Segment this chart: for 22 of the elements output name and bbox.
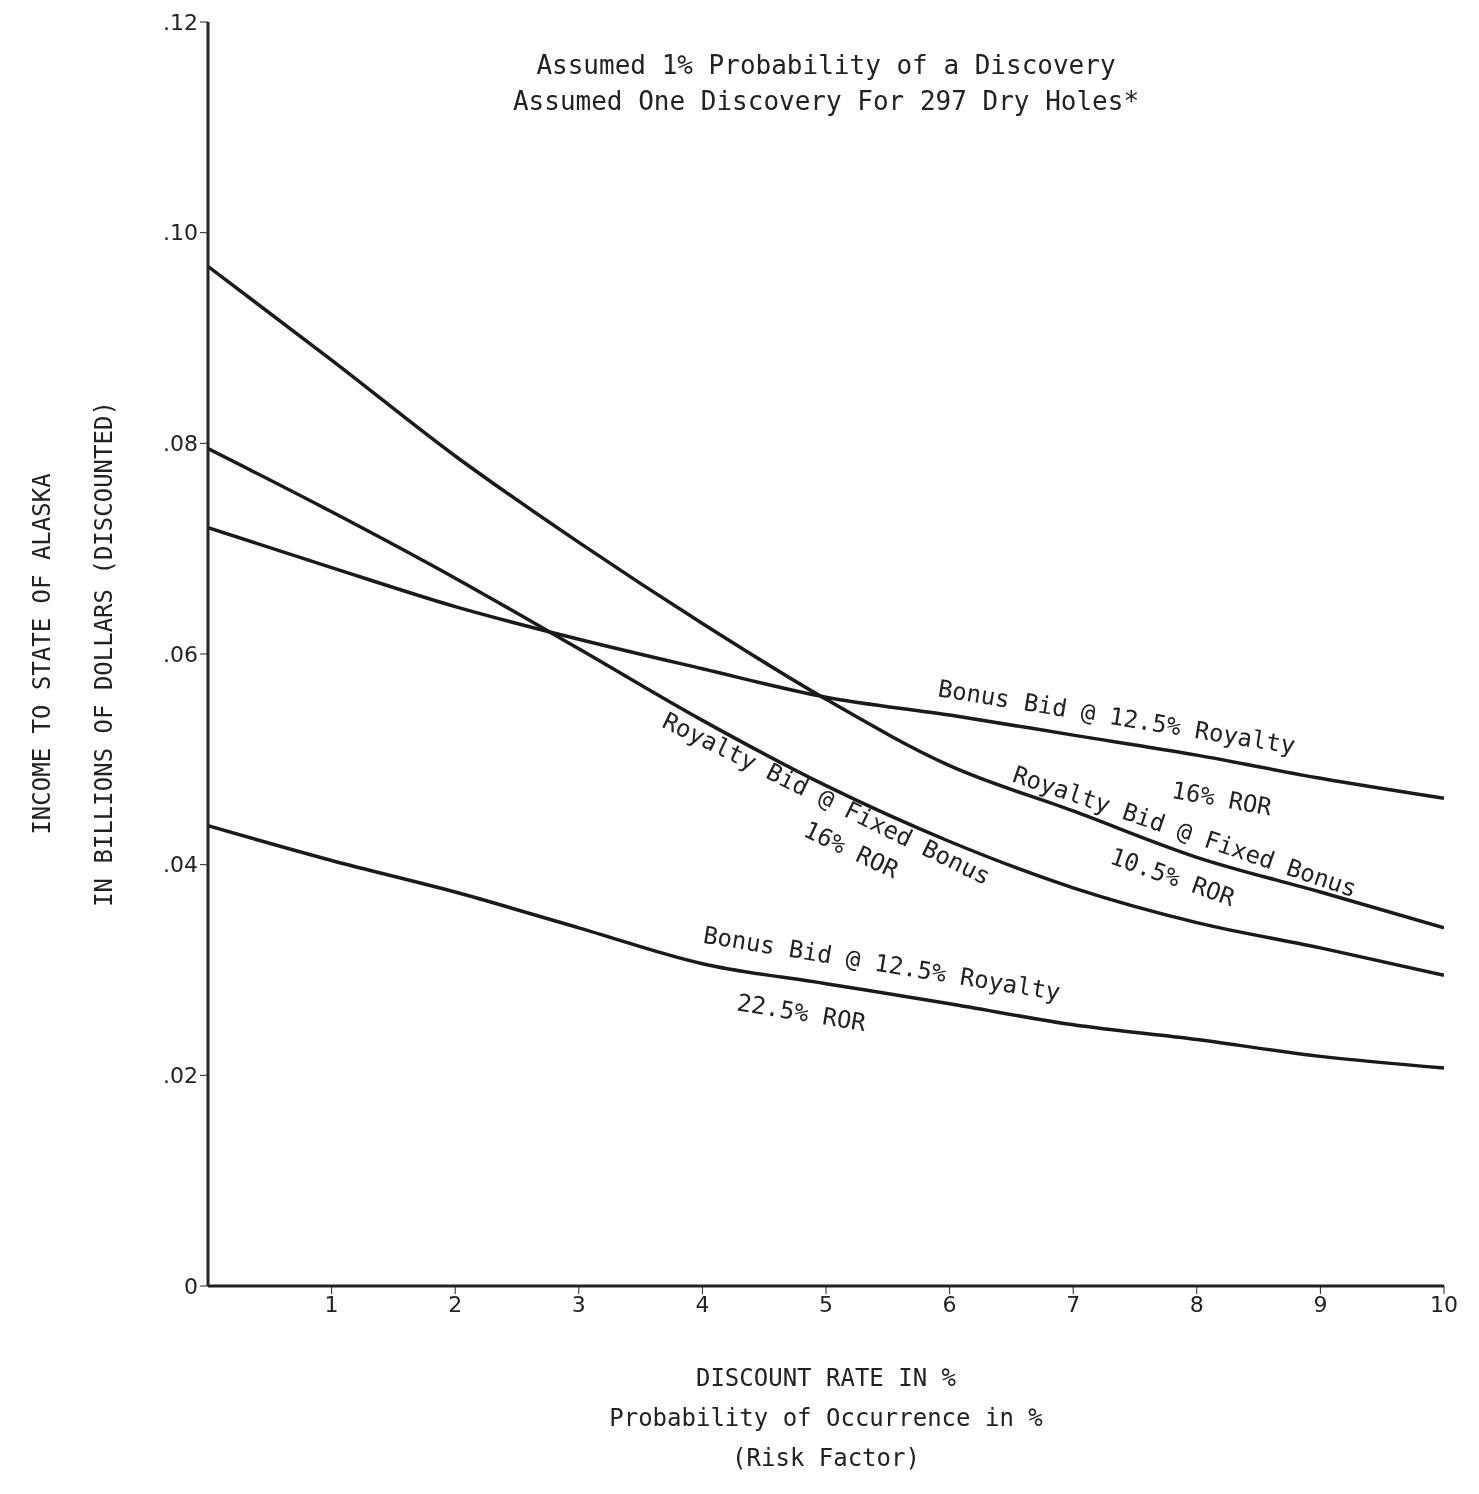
x-tick-label: 3 [571,1291,586,1317]
text: Bonus Bid @ 12.5% Royalty 22.5% ROR [701,921,1063,1037]
y-tick-label: .04 [163,852,198,878]
text: INCOME TO STATE OF ALASKA IN BILLIONS OF DOLLARS (DISCOUNTED) [28,401,118,907]
y-tick-label: .12 [163,9,198,35]
y-tick-label: .06 [163,641,198,667]
x-tick-label: 9 [1313,1291,1328,1317]
x-tick-label: 2 [448,1291,463,1317]
x-tick-label: 1 [324,1291,339,1317]
y-tick-label: .10 [163,220,198,246]
x-tick-label: 5 [819,1291,833,1317]
text: Assumed 1% Probability of a Discovery [536,50,1116,80]
y-tick-label: .08 [163,431,198,457]
x-tick-label: 4 [695,1291,710,1317]
x-tick-label: 6 [942,1291,957,1317]
x-axis-title: DISCOUNT RATE IN % Probability of Occurrence in % (Risk Factor) [609,1364,1044,1472]
x-tick-label: 8 [1189,1291,1204,1317]
y-tick-label: .02 [163,1063,198,1089]
x-tick-label: 10 [1430,1291,1458,1317]
x-tick-label: 7 [1066,1291,1081,1317]
y-tick-label: 0 [184,1273,198,1299]
text: Assumed One Discovery For 297 Dry Holes* [512,86,1140,116]
